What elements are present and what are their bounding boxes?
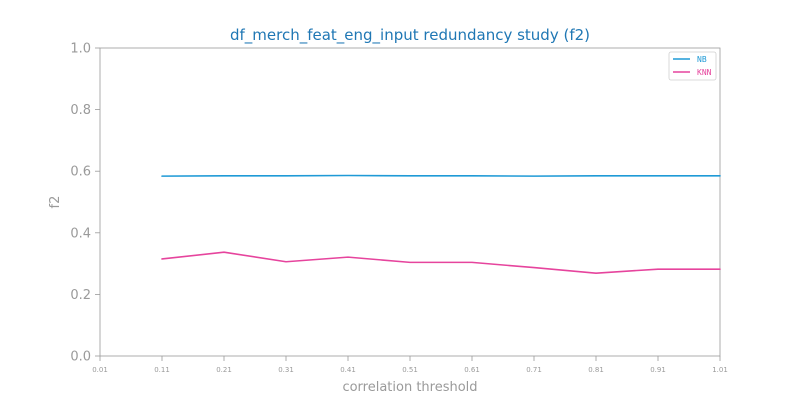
y-axis-label: f2	[48, 196, 63, 209]
x-tick-label: 0.61	[464, 366, 480, 374]
x-tick-label: 0.11	[154, 366, 170, 374]
legend-label-knn: KNN	[697, 68, 712, 77]
x-tick-label: 0.51	[402, 366, 418, 374]
x-tick-label: 0.01	[92, 366, 108, 374]
chart-title: df_merch_feat_eng_input redundancy study…	[230, 26, 590, 45]
x-axis-ticks: 0.01 0.11 0.21 0.31 0.41 0.51 0.61 0.71 0.81 0.91…	[92, 356, 728, 374]
plot-area	[99, 47, 721, 357]
x-tick-label: 0.81	[588, 366, 604, 374]
x-tick-label: 0.31	[278, 366, 294, 374]
y-tick-label: 0.8	[70, 103, 91, 118]
x-tick-label: 0.71	[526, 366, 542, 374]
x-tick-label: 0.41	[340, 366, 356, 374]
y-tick-label: 0.4	[70, 226, 91, 241]
legend-label-nb: NB	[697, 55, 707, 64]
y-tick-label: 0.0	[70, 350, 91, 365]
series-line-knn	[161, 251, 721, 274]
legend: NB KNN	[668, 51, 717, 81]
y-axis-ticks: 0.0 0.2 0.4 0.6 0.8 1.0	[70, 42, 100, 365]
series-line-nb	[161, 174, 721, 177]
series-lines	[161, 174, 721, 274]
x-tick-label: 1.01	[712, 366, 728, 374]
x-tick-label: 0.91	[650, 366, 666, 374]
x-tick-label: 0.21	[216, 366, 232, 374]
y-tick-label: 0.6	[70, 165, 91, 180]
y-tick-label: 0.2	[70, 288, 91, 303]
y-tick-label: 1.0	[70, 42, 91, 57]
x-axis-label: correlation threshold	[342, 380, 477, 395]
